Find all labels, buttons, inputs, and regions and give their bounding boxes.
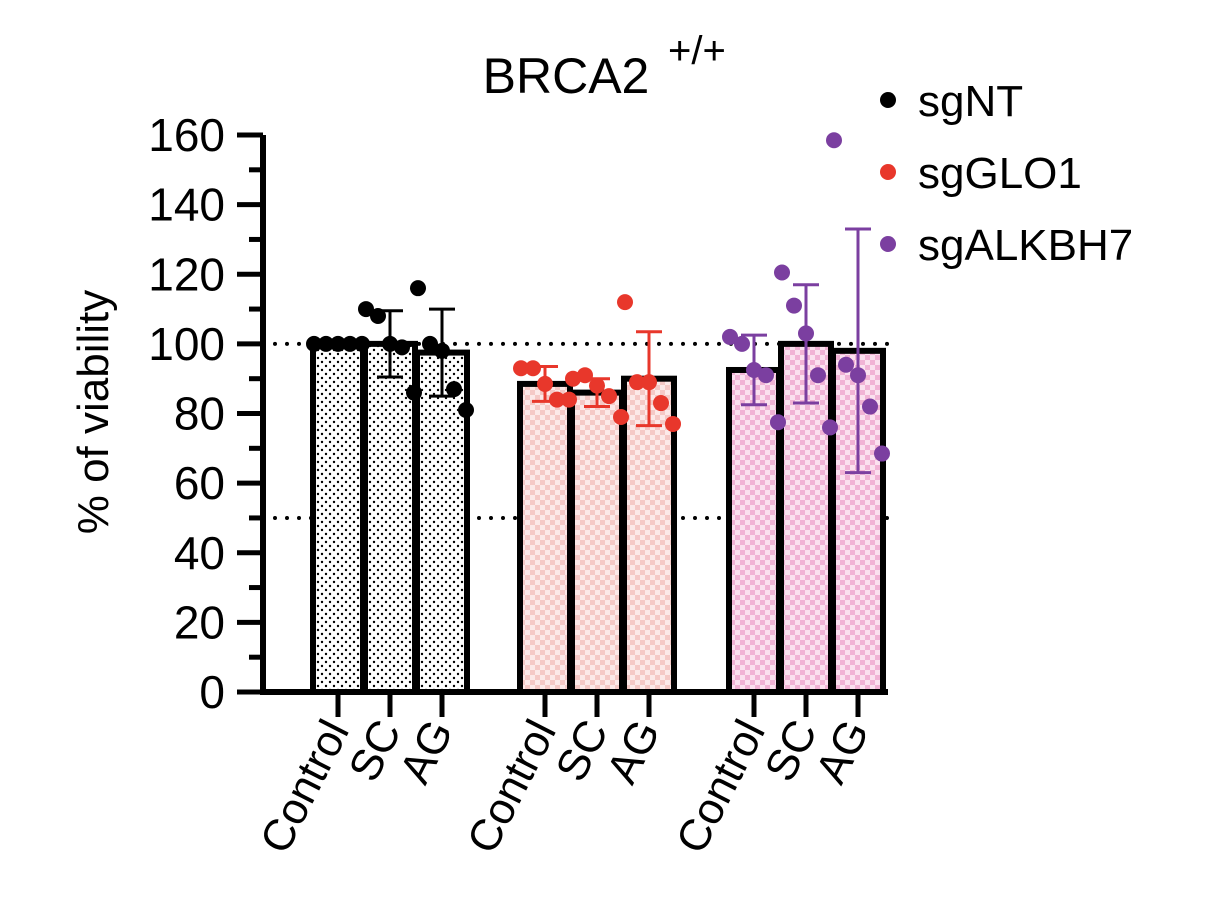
point-sgGLO1-AG (665, 415, 681, 432)
x-tick-label-sgNT-AG: AG (390, 712, 463, 791)
y-tick-label: 80 (174, 388, 225, 440)
y-tick-label: 60 (174, 457, 225, 509)
point-sgALKBH7-AG (862, 398, 878, 415)
y-tick-label: 0 (199, 666, 225, 718)
point-sgNT-AG (410, 280, 426, 297)
point-sgGLO1-SC (565, 370, 581, 387)
point-sgGLO1-Control (525, 360, 541, 377)
chart-title-superscript: +/+ (668, 29, 726, 73)
point-sgALKBH7-Control (722, 328, 738, 345)
y-tick-label: 120 (148, 248, 225, 300)
point-sgALKBH7-SC (774, 264, 790, 281)
point-sgNT-SC (406, 384, 422, 401)
point-sgNT-SC (394, 339, 410, 356)
point-sgGLO1-AG (629, 374, 645, 391)
point-sgALKBH7-SC (798, 325, 814, 342)
point-sgNT-SC (382, 335, 398, 352)
x-tick-label-sgGLO1-Control: Control (458, 712, 566, 861)
point-sgNT-Control (318, 335, 334, 352)
x-tick-label-sgALKBH7-Control: Control (667, 712, 775, 861)
point-sgNT-Control (354, 335, 370, 352)
chart-title: BRCA2 (483, 48, 650, 104)
y-tick-label: 20 (174, 596, 225, 648)
point-sgNT-AG (422, 335, 438, 352)
data-points (306, 132, 890, 462)
point-sgALKBH7-Control (734, 335, 750, 352)
point-sgGLO1-AG (617, 294, 633, 311)
x-tick-label-sgGLO1-AG: AG (597, 712, 670, 791)
point-sgGLO1-Control (561, 391, 577, 408)
point-sgALKBH7-Control (770, 414, 786, 431)
legend-label-sgALKBH7: sgALKBH7 (918, 221, 1133, 270)
bar-sgNT-AG (414, 349, 470, 695)
point-sgNT-AG (446, 381, 462, 398)
point-sgALKBH7-SC (786, 297, 802, 314)
point-sgNT-SC (358, 301, 374, 318)
point-sgGLO1-Control (549, 391, 565, 408)
legend-marker-sgALKBH7 (880, 236, 896, 252)
axes: 0 20 40 60 80 100 120 140 160 (148, 109, 888, 718)
point-sgNT-Control (342, 335, 358, 352)
y-tick-label: 160 (148, 109, 225, 161)
bar-sgNT-Control (310, 340, 366, 695)
x-tick-label-sgALKBH7-AG: AG (806, 712, 879, 791)
point-sgALKBH7-AG (850, 367, 866, 384)
y-tick-label: 140 (148, 179, 225, 231)
point-sgALKBH7-SC (822, 419, 838, 436)
y-axis-label: % of viability (69, 290, 118, 535)
bar-sgGLO1-SC (569, 389, 625, 695)
point-sgGLO1-Control (513, 360, 529, 377)
point-sgALKBH7-AG (838, 356, 854, 373)
legend: sgNT sgGLO1 sgALKBH7 (880, 77, 1133, 270)
y-tick-label: 100 (148, 318, 225, 370)
point-sgGLO1-SC (613, 408, 629, 425)
point-sgNT-AG (458, 402, 474, 419)
point-sgNT-AG (434, 342, 450, 359)
legend-label-sgNT: sgNT (918, 77, 1023, 126)
point-sgGLO1-SC (601, 388, 617, 405)
point-sgALKBH7-Control (746, 361, 762, 378)
x-tick-label-sgNT-Control: Control (251, 712, 359, 861)
point-sgALKBH7-Control (758, 367, 774, 384)
bar-sgGLO1-Control (517, 380, 573, 695)
legend-label-sgGLO1: sgGLO1 (918, 149, 1082, 198)
point-sgGLO1-AG (641, 374, 657, 391)
point-sgNT-SC (370, 308, 386, 325)
point-sgGLO1-SC (577, 367, 593, 384)
point-sgALKBH7-SC (810, 367, 826, 384)
point-sgNT-Control (330, 335, 346, 352)
point-sgGLO1-Control (537, 375, 553, 392)
point-sgALKBH7-AG (874, 445, 890, 462)
point-sgNT-Control (306, 335, 322, 352)
point-sgALKBH7-AG (826, 132, 842, 149)
legend-marker-sgGLO1 (880, 164, 896, 180)
point-sgGLO1-AG (653, 395, 669, 412)
point-sgGLO1-SC (589, 377, 605, 394)
y-tick-label: 40 (174, 527, 225, 579)
legend-marker-sgNT (880, 92, 896, 108)
